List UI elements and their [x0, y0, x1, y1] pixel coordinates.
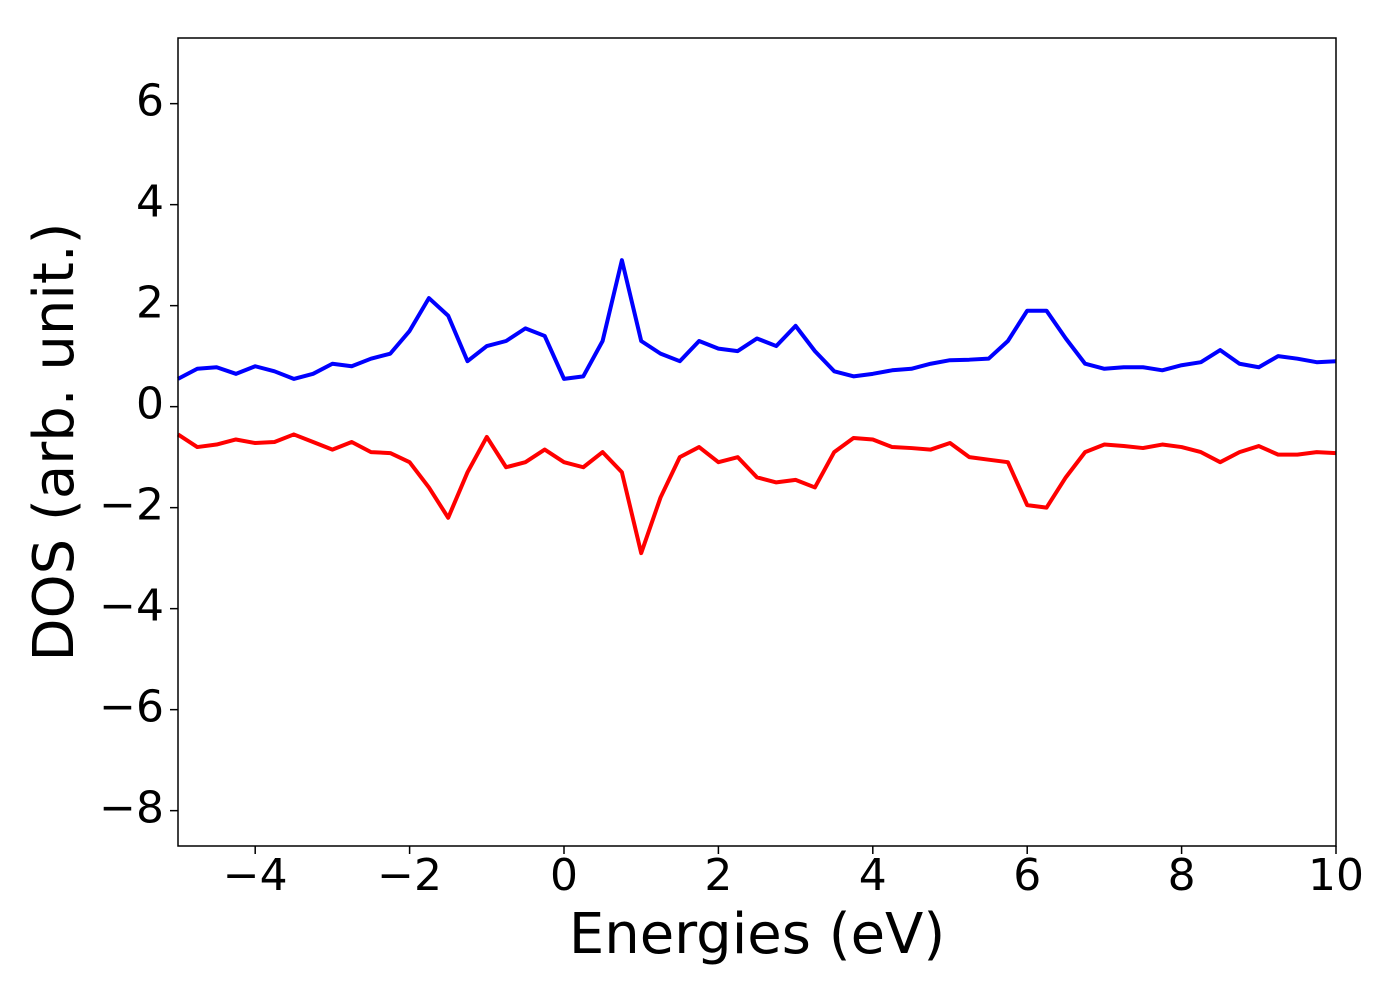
x-tick-label: −2: [377, 850, 442, 901]
x-tick-label: 8: [1168, 850, 1196, 901]
y-tick-label: 0: [136, 379, 164, 430]
x-axis-label: Energies (eV): [569, 902, 945, 967]
x-tick-label: −4: [223, 850, 288, 901]
y-tick-label: 2: [136, 278, 164, 329]
plot-frame: [177, 37, 1337, 847]
x-tick-label: 10: [1308, 850, 1364, 901]
x-tick-label: 6: [1013, 850, 1041, 901]
y-tick-label: −8: [99, 783, 164, 834]
x-tick-label: 2: [704, 850, 732, 901]
x-tick-label: 0: [550, 850, 578, 901]
x-tick-label: 4: [859, 850, 887, 901]
series-line: [176, 432, 1337, 556]
y-tick-label: −2: [99, 480, 164, 531]
y-tick-label: 6: [136, 76, 164, 127]
series-line: [177, 258, 1337, 381]
y-tick-label: −4: [99, 581, 164, 632]
y-tick-label: 4: [136, 177, 164, 228]
y-tick-label: −6: [99, 682, 164, 733]
y-axis-label: DOS (arb. unit.): [22, 222, 87, 661]
